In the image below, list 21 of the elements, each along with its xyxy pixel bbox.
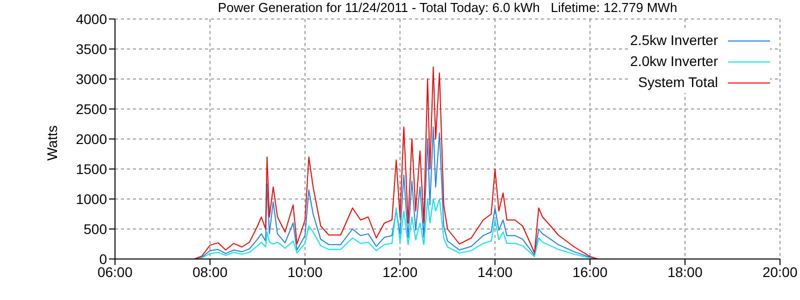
y-tick-label: 2500 [76, 100, 108, 117]
y-tick-label: 500 [84, 220, 108, 237]
x-tick-label: 10:00 [287, 264, 323, 280]
y-tick-label: 1500 [76, 160, 108, 177]
y-tick-label: 4000 [76, 10, 108, 27]
legend-label: System Total [638, 73, 718, 92]
x-tick-label: 08:00 [192, 264, 228, 280]
x-tick-label: 18:00 [667, 264, 703, 280]
y-tick-label: 3000 [76, 70, 108, 87]
legend-label: 2.0kw Inverter [630, 52, 718, 71]
x-tick-label: 16:00 [572, 264, 608, 280]
x-tick-label: 20:00 [762, 264, 798, 280]
chart-title: Power Generation for 11/24/2011 - Total Today: 6.0 kWh Lifetime: 12.779 MWh [216, 0, 678, 15]
line-series [194, 66, 599, 259]
y-tick-label: 1000 [76, 190, 108, 207]
legend-label: 2.5kw Inverter [630, 31, 718, 50]
x-tick-label: 14:00 [477, 264, 513, 280]
y-tick-label: 2000 [76, 130, 108, 147]
y-axis-title: Watts [44, 124, 60, 163]
x-tick-label: 12:00 [382, 264, 418, 280]
y-tick-label: 3500 [76, 40, 108, 57]
